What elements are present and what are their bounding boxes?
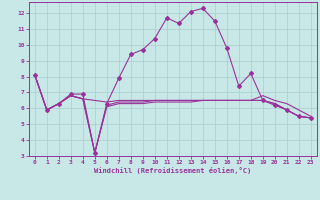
X-axis label: Windchill (Refroidissement éolien,°C): Windchill (Refroidissement éolien,°C) [94, 167, 252, 174]
